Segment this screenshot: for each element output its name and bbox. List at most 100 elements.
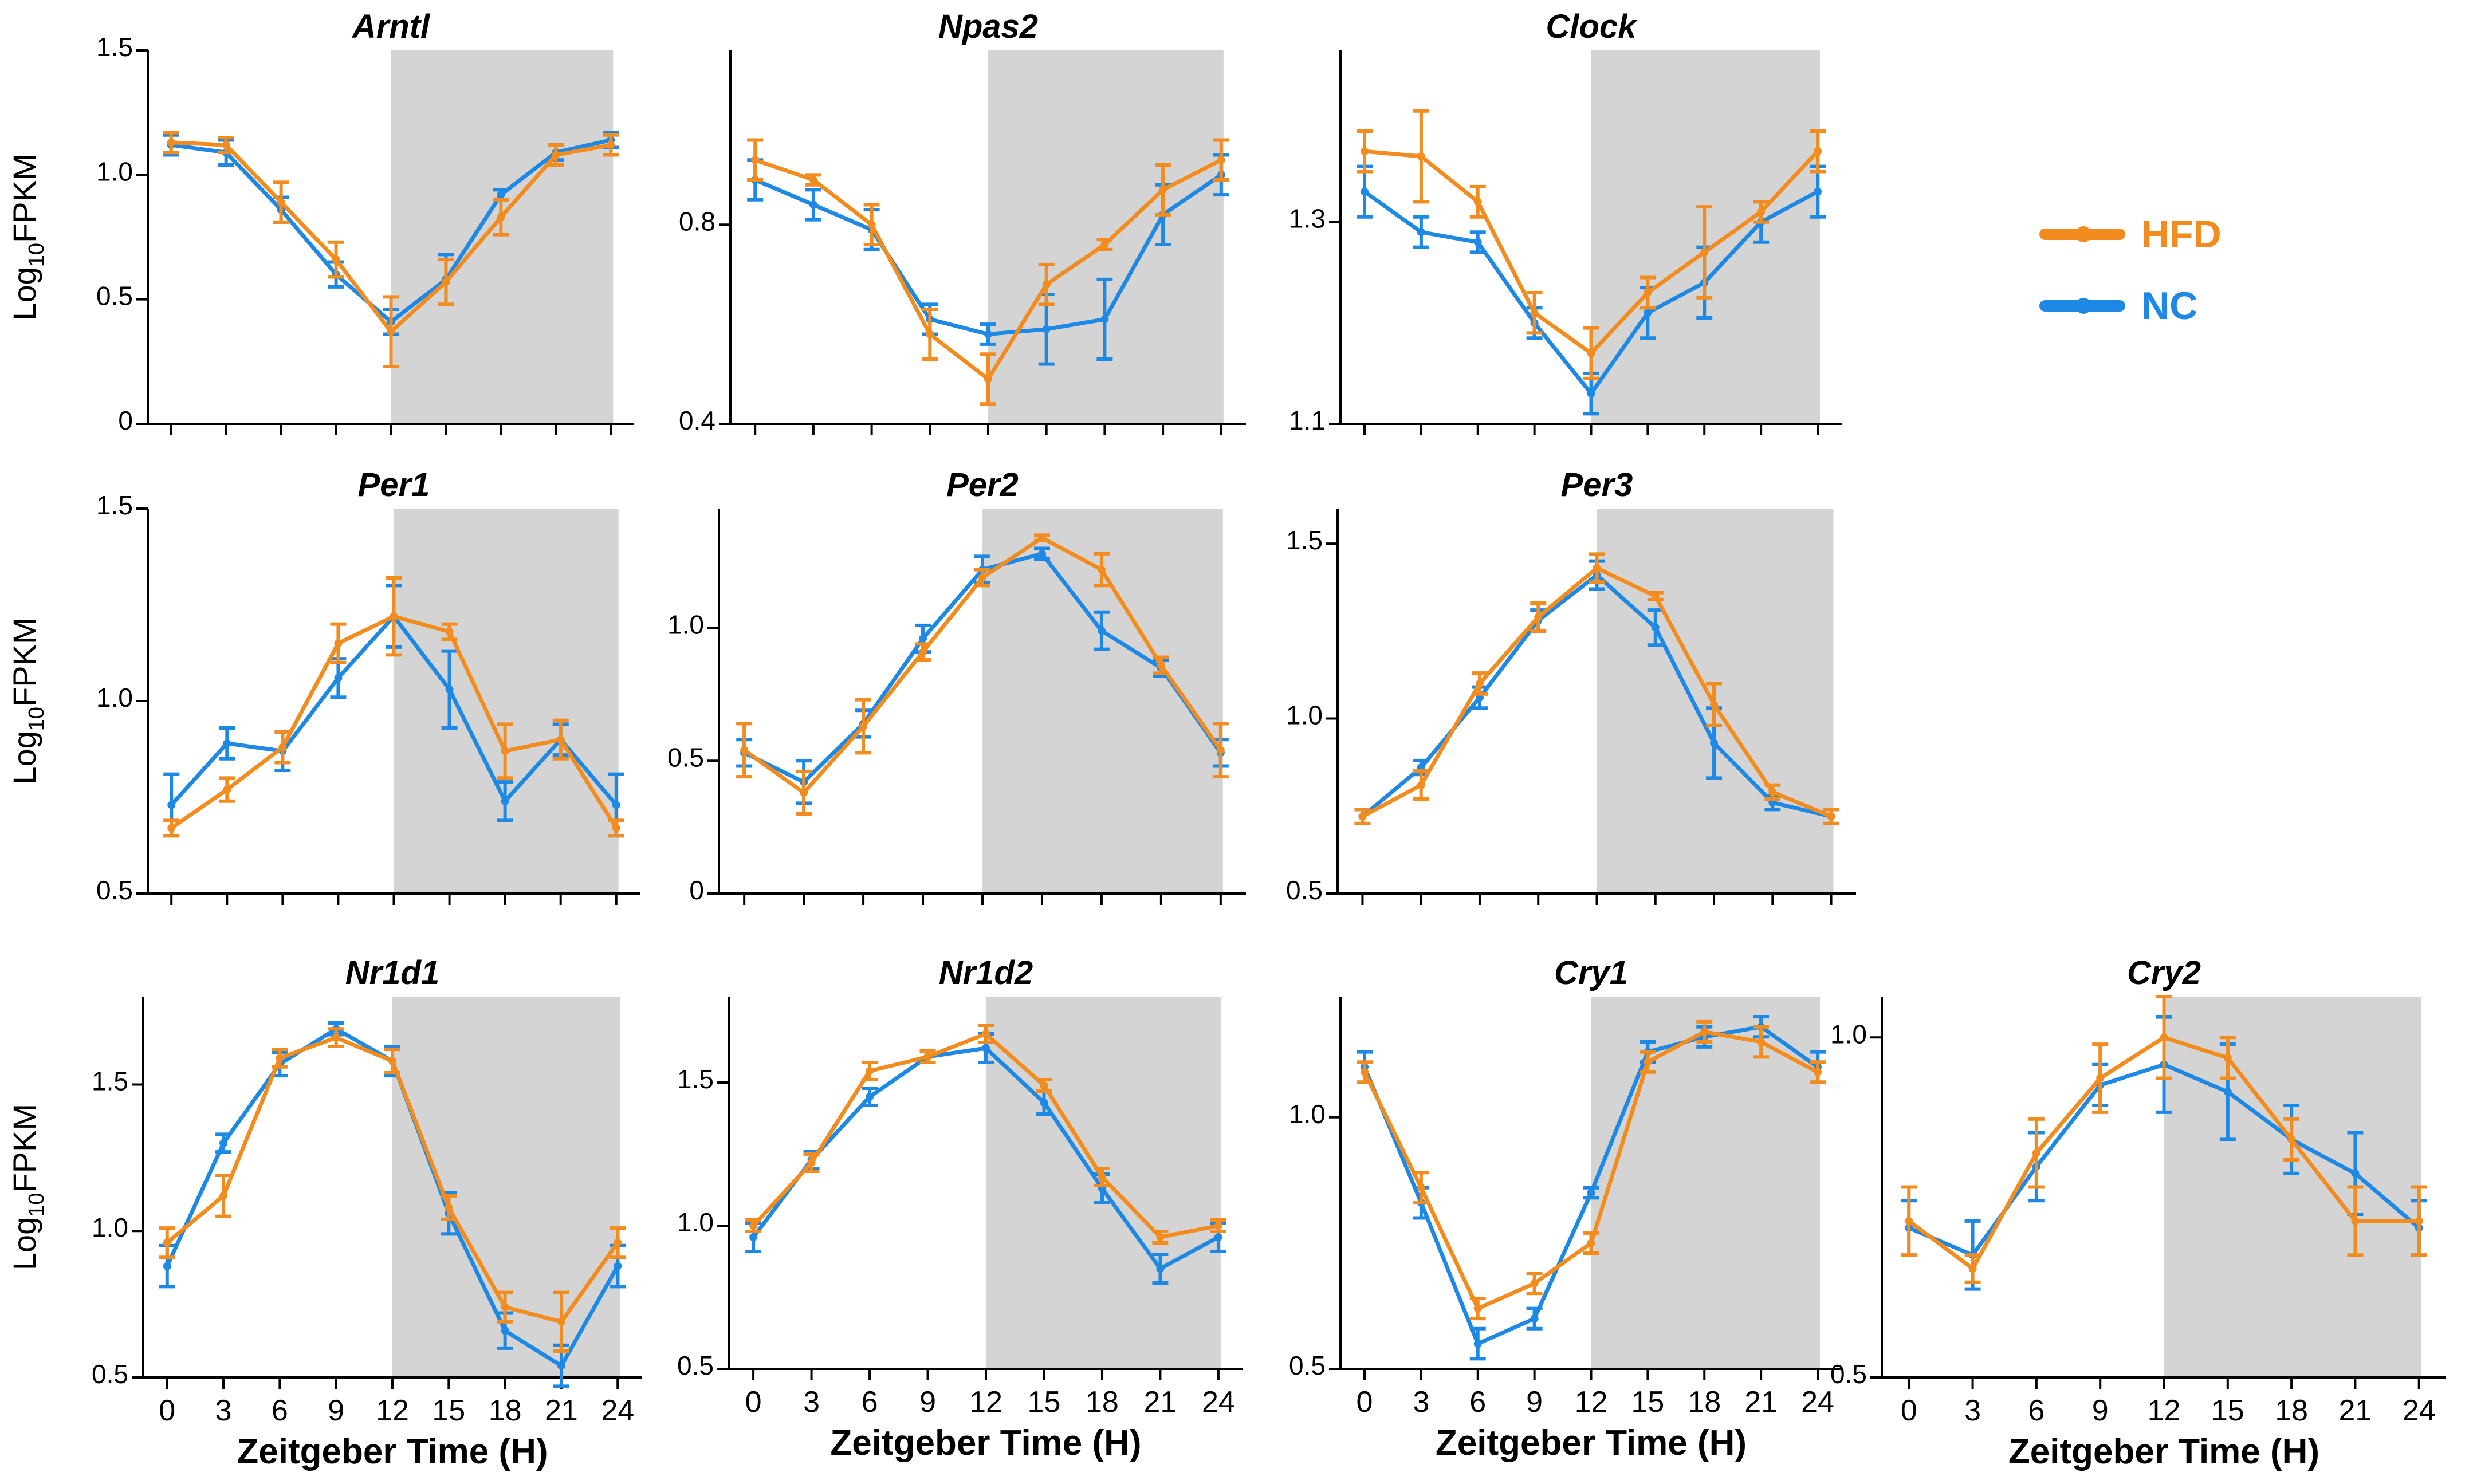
- data-point: [923, 1053, 932, 1061]
- panel-per1: 0.5 1.0 1.5 Per1 Log10FPKM: [6, 466, 640, 905]
- panel-nr1d1: 0.5 1.0 1.5 0 3 6 9 12 15 18 21 24 Nr1d1 Zeitgeber Ti…: [6, 954, 642, 1471]
- data-point: [1700, 248, 1709, 257]
- data-point: [1473, 198, 1482, 206]
- data-point: [919, 648, 927, 656]
- x-tick-label: 6: [1469, 1385, 1486, 1419]
- data-point: [223, 785, 231, 794]
- data-point: [866, 1067, 874, 1075]
- legend-hfd-swatch: [2039, 226, 2125, 242]
- data-point: [1042, 325, 1051, 333]
- x-tick-label: 0: [1357, 1385, 1373, 1419]
- x-tick-label: 3: [1964, 1394, 1981, 1427]
- data-point: [1358, 812, 1367, 821]
- x-tick-label: 0: [745, 1385, 762, 1419]
- panel-npas2: 0.4 0.8 Npas2: [679, 8, 1246, 435]
- data-point: [1587, 1239, 1595, 1247]
- y-tick-label: 1.0: [677, 1207, 714, 1237]
- data-point: [1473, 1304, 1482, 1313]
- data-point: [1710, 739, 1719, 747]
- data-point: [1417, 152, 1425, 161]
- panel-title: Cry1: [1554, 954, 1628, 991]
- data-point: [1814, 1068, 1822, 1076]
- y-tick-label: 1.0: [96, 156, 133, 186]
- data-point: [332, 1033, 340, 1042]
- x-tick-label: 21: [1744, 1385, 1778, 1419]
- x-tick-label: 6: [862, 1385, 878, 1419]
- data-point: [809, 176, 817, 184]
- y-tick-label: 0.4: [679, 406, 715, 435]
- data-point: [223, 739, 231, 747]
- data-point: [926, 330, 934, 338]
- data-point: [1644, 1058, 1652, 1066]
- data-point: [1827, 812, 1835, 821]
- data-point: [612, 801, 620, 809]
- data-point: [2287, 1135, 2296, 1144]
- panel-cry1: 0.5 1.0 0 3 6 9 12 15 18 21 24 Cry1 Zeitgeber Time (…: [1289, 954, 1842, 1463]
- x-tick-label: 18: [1688, 1385, 1721, 1419]
- panel-nr1d2: 0.5 1.0 1.5 0 3 6 9 12 15 18 21 24 Nr1d2 Zeitgeber Ti…: [677, 954, 1243, 1463]
- legend-hfd: HFD: [2039, 212, 2222, 257]
- data-point: [607, 141, 615, 149]
- data-point: [978, 573, 986, 582]
- y-tick-label: 1.5: [96, 490, 133, 520]
- data-point: [1710, 700, 1719, 709]
- data-point: [501, 747, 509, 755]
- data-point: [867, 221, 876, 229]
- data-point: [807, 1159, 816, 1167]
- data-point: [1217, 156, 1225, 164]
- dark-phase-shading: [2164, 997, 2421, 1377]
- data-point: [2223, 1088, 2232, 1096]
- data-point: [167, 824, 176, 832]
- data-point: [219, 1139, 228, 1147]
- x-tick-label: 9: [919, 1385, 936, 1419]
- data-point: [2160, 1033, 2168, 1042]
- series-hfd: [1354, 552, 1839, 825]
- panel-title: Cry2: [2127, 954, 2201, 991]
- data-point: [1361, 1068, 1369, 1076]
- data-point: [445, 685, 454, 694]
- series-hfd: [747, 138, 1229, 406]
- data-point: [1157, 661, 1165, 670]
- legend-hfd-label: HFD: [2141, 212, 2222, 256]
- data-point: [1814, 187, 1822, 196]
- panel-title: Per1: [358, 466, 430, 503]
- data-point: [1644, 288, 1652, 297]
- x-tick-label: 15: [1028, 1385, 1061, 1419]
- y-tick-label: 1.0: [1830, 1019, 1867, 1049]
- data-point: [276, 1054, 284, 1062]
- series-hfd: [159, 1027, 626, 1353]
- data-point: [1417, 1183, 1425, 1192]
- panel-per2: 0 0.5 1.0 Per2: [667, 466, 1246, 905]
- data-point: [334, 674, 343, 682]
- data-point: [501, 1303, 509, 1312]
- legend-nc-swatch: [2039, 298, 2125, 314]
- y-tick-label: 1.0: [667, 610, 704, 640]
- data-point: [445, 1203, 453, 1212]
- data-point: [163, 1262, 171, 1270]
- data-point: [497, 191, 505, 199]
- x-tick-label: 12: [376, 1394, 409, 1427]
- data-point: [800, 788, 808, 797]
- data-point: [1216, 746, 1225, 754]
- dark-phase-shading: [394, 509, 619, 893]
- y-tick-label: 1.0: [1289, 1099, 1326, 1129]
- series-hfd: [1901, 995, 2427, 1284]
- data-point: [1530, 309, 1539, 317]
- y-tick-label: 0: [689, 875, 704, 905]
- data-point: [612, 824, 620, 832]
- panel-arntl: 0 0.5 1.0 1.5 Arntl Log10FPKM: [6, 8, 634, 435]
- data-point: [497, 213, 505, 222]
- y-tick-label: 1.0: [92, 1213, 128, 1242]
- legend-nc-label: NC: [2141, 284, 2198, 328]
- panel-title: Clock: [1546, 8, 1638, 45]
- x-tick-label: 15: [2211, 1394, 2244, 1427]
- data-point: [334, 639, 343, 648]
- x-tick-label: 24: [1801, 1385, 1834, 1419]
- data-point: [1097, 565, 1106, 574]
- series-hfd: [1357, 1019, 1826, 1321]
- x-tick-label: 12: [969, 1385, 1002, 1419]
- data-point: [866, 1093, 874, 1101]
- series-hfd: [163, 131, 619, 369]
- series-hfd: [1357, 109, 1826, 380]
